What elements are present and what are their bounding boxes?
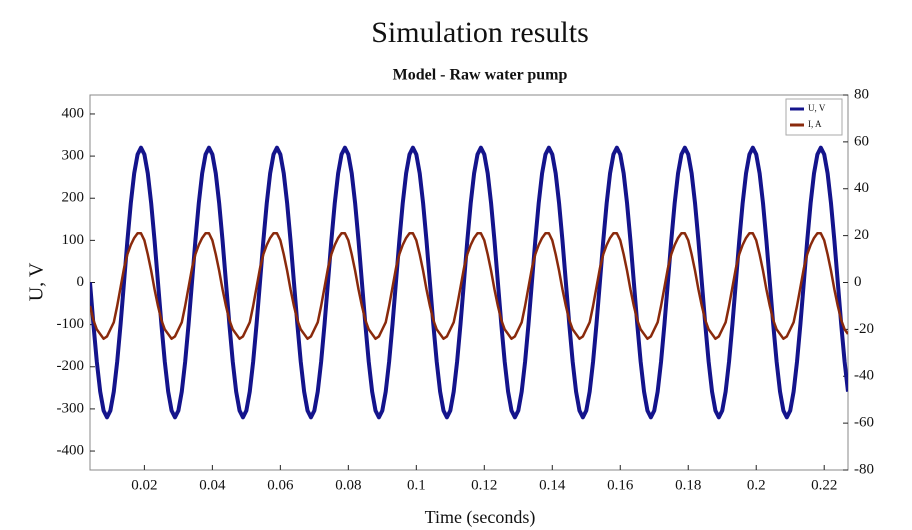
chart-subtitle: Model - Raw water pump [393,67,568,84]
y-tick-label: -200 [57,358,85,374]
y-tick-label: 300 [62,148,85,164]
y2-tick-label: 20 [854,227,869,243]
x-tick-label: 0.12 [471,477,497,493]
legend-label: I, A [808,119,822,129]
legend: U, V I, A [785,98,843,136]
y2-tick-label: 80 [854,86,869,102]
x-tick-label: 0.2 [747,477,766,493]
x-tick-label: 0.1 [407,477,426,493]
x-tick-label: 0.14 [539,477,566,493]
x-tick-label: 0.08 [335,477,361,493]
y2-tick-label: -80 [854,461,874,477]
y2-tick-label: 40 [854,180,869,196]
y-tick-label: 200 [62,190,85,206]
x-axis-label: Time (seconds) [425,507,536,528]
legend-box [785,98,843,136]
x-tick-label: 0.02 [131,477,157,493]
x-tick-label: 0.16 [607,477,634,493]
y-tick-label: -100 [57,316,85,332]
y2-tick-label: 0 [854,274,862,290]
y2-tick-label: 60 [854,133,869,149]
y-tick-label: 100 [62,232,85,248]
plot-area [90,145,848,420]
y-tick-label: 400 [62,105,85,121]
series-line [90,145,848,420]
x-tick-label: 0.22 [811,477,837,493]
y2-tick-label: -40 [854,368,874,384]
y-axis-label: U, V [26,262,48,301]
x-tick-label: 0.06 [267,477,294,493]
legend-label: U, V [808,103,826,113]
y-tick-label: 0 [77,274,85,290]
x-tick-label: 0.18 [675,477,701,493]
y2-tick-label: -20 [854,321,874,337]
y2-tick-label: -60 [854,415,874,431]
x-tick-label: 0.04 [199,477,226,493]
series-line [90,232,848,340]
y-tick-label: -400 [57,442,85,458]
page-title: Simulation results [371,16,589,49]
y-tick-label: -300 [57,400,85,416]
